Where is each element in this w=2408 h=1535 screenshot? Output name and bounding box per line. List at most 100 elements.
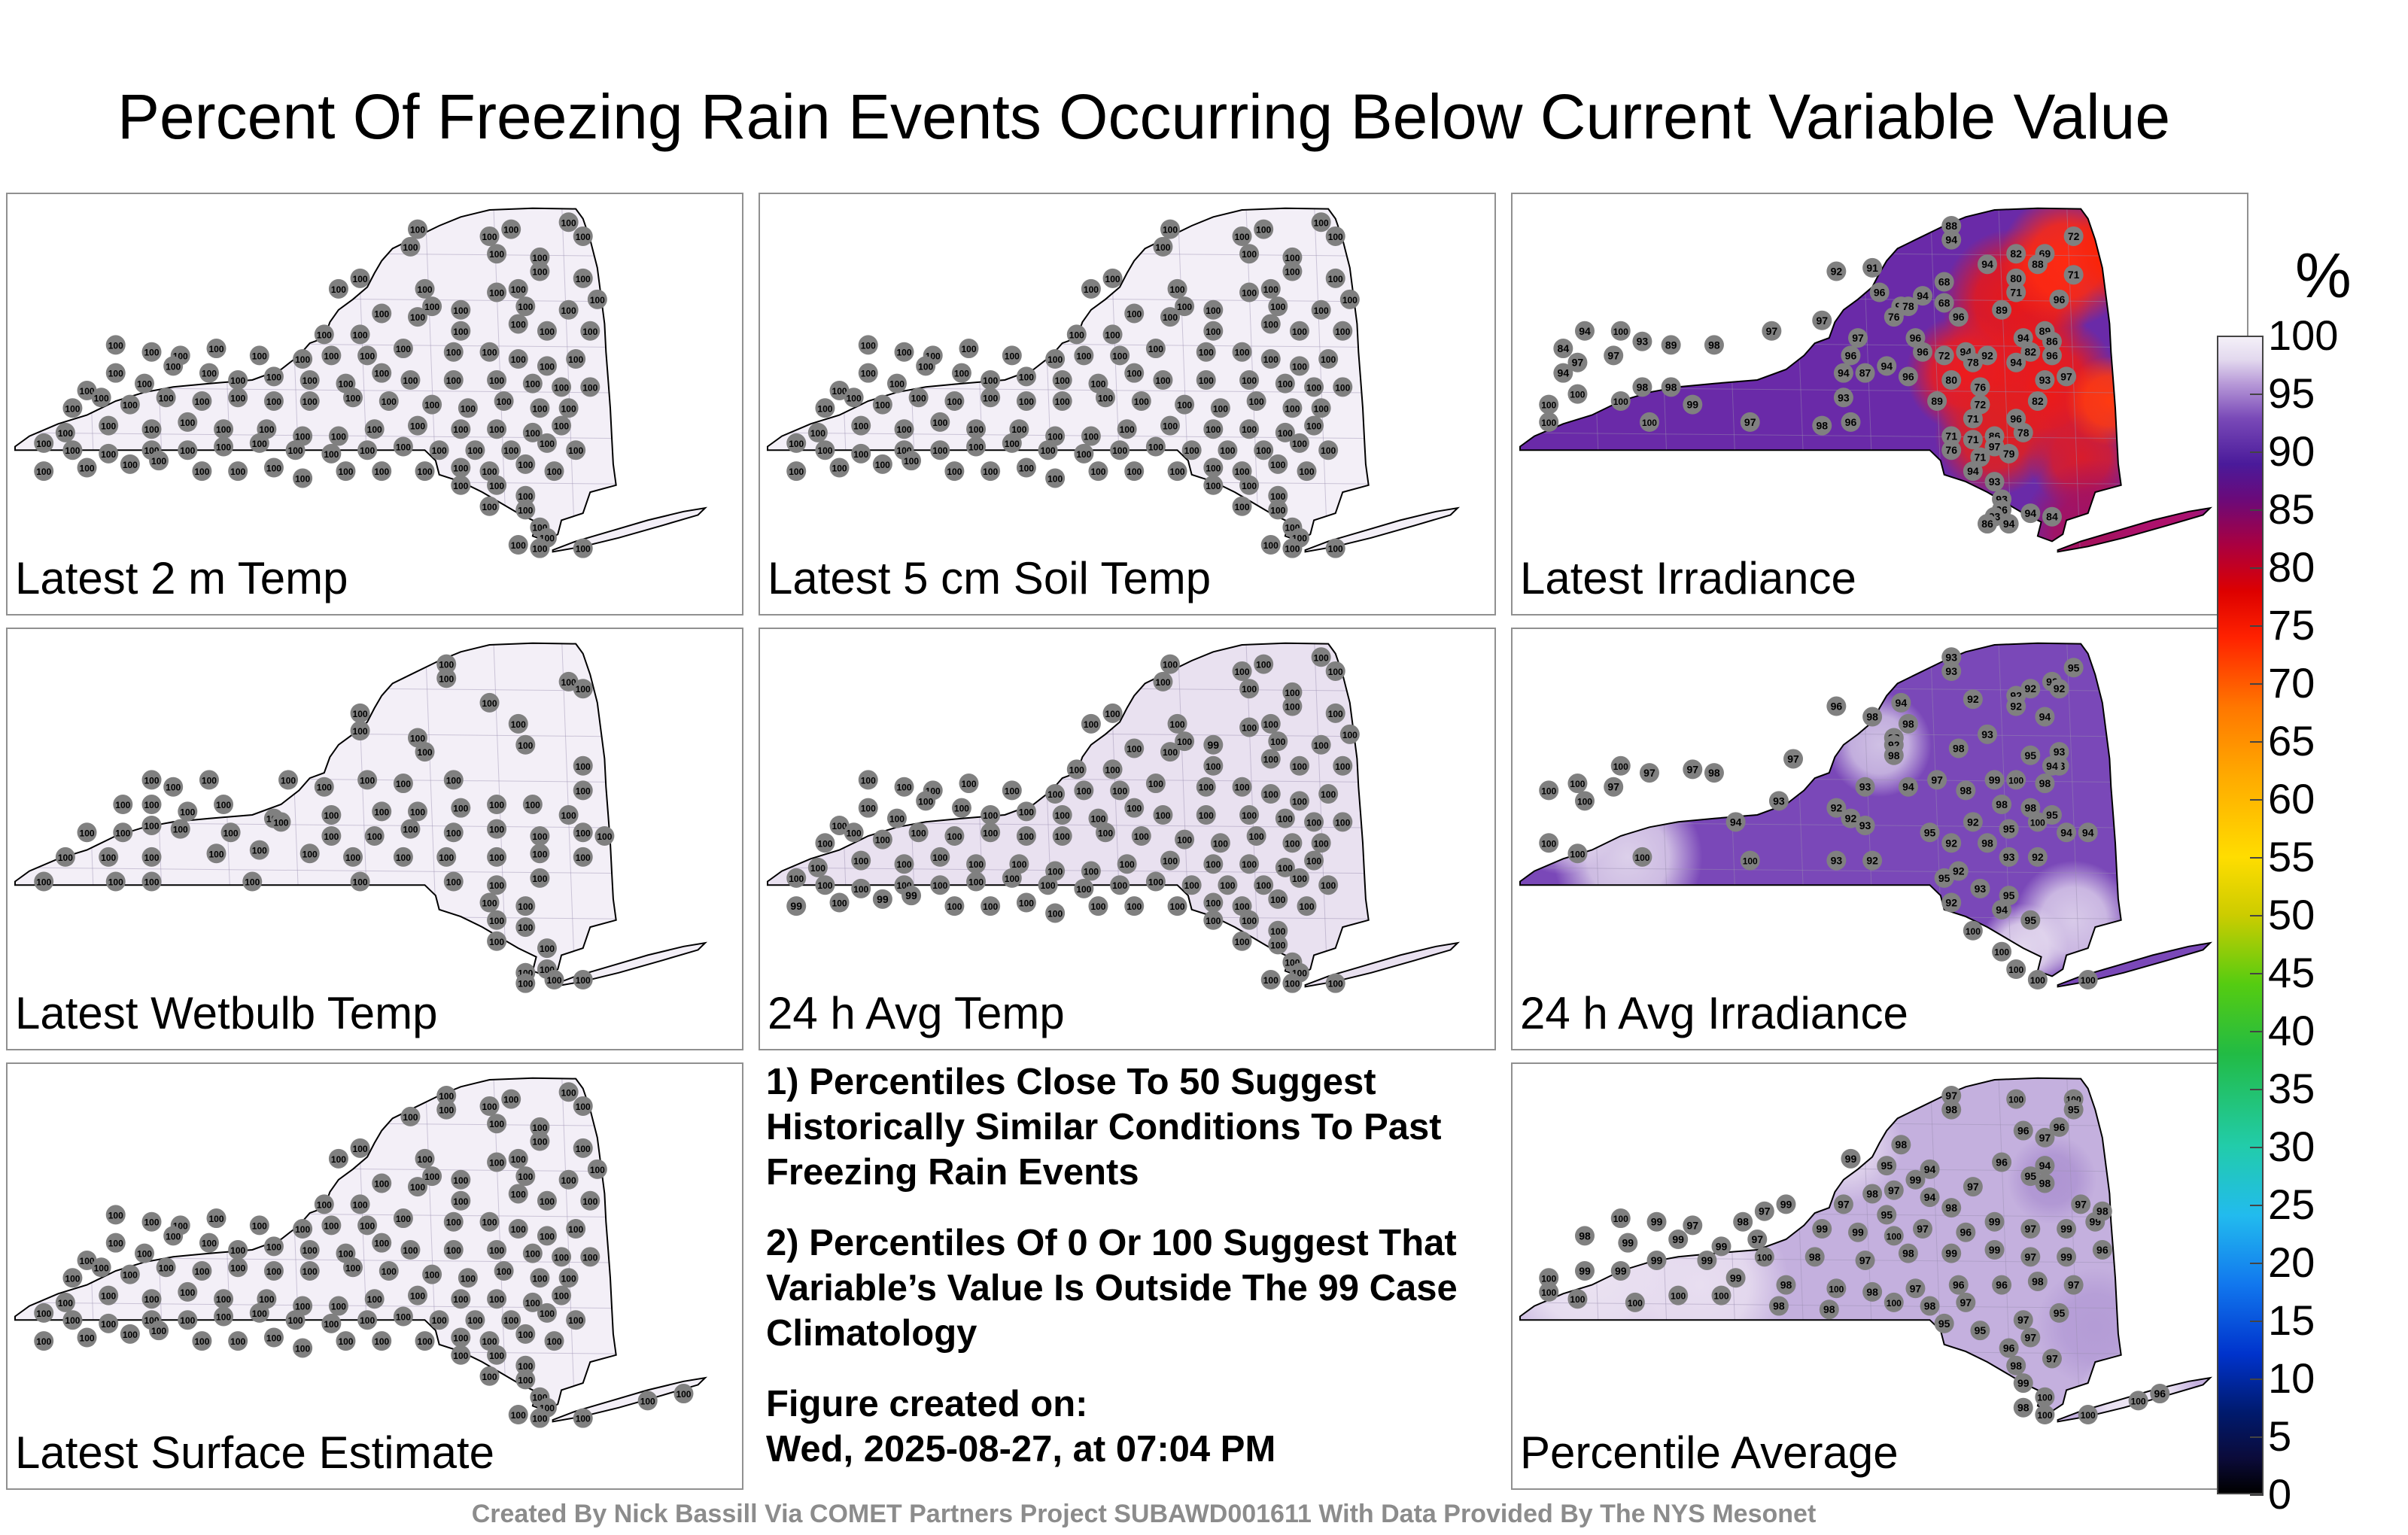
station-marker xyxy=(501,1310,521,1330)
station-marker xyxy=(465,440,485,460)
station-value: 100 xyxy=(961,779,976,789)
station-value: 100 xyxy=(1170,284,1185,295)
station-marker xyxy=(120,394,140,415)
station-marker xyxy=(487,282,507,302)
station-value: 98 xyxy=(1866,1286,1878,1298)
station-marker xyxy=(981,805,1001,825)
station-marker xyxy=(1697,1250,1717,1270)
station-marker xyxy=(364,419,385,439)
station-marker xyxy=(1992,299,2012,320)
station-value: 100 xyxy=(1206,898,1221,909)
station-marker xyxy=(1898,296,1918,317)
station-marker xyxy=(99,1285,119,1306)
station-value: 98 xyxy=(1809,1251,1821,1263)
state-outline xyxy=(1519,1077,2122,1412)
station-value: 100 xyxy=(1256,660,1271,670)
station-value: 100 xyxy=(259,1294,274,1305)
station-value: 100 xyxy=(123,1330,138,1340)
station-marker xyxy=(141,795,162,815)
station-value: 100 xyxy=(230,1336,245,1347)
station-marker xyxy=(415,461,435,482)
station-marker xyxy=(1618,1233,1638,1253)
station-value: 100 xyxy=(418,1336,433,1347)
station-marker xyxy=(1203,457,1224,478)
station-marker xyxy=(886,808,907,828)
station-marker xyxy=(1963,461,1983,482)
station-value: 100 xyxy=(80,464,95,474)
station-value: 100 xyxy=(1285,688,1300,698)
station-marker xyxy=(1110,875,1130,895)
station-value: 100 xyxy=(208,344,223,354)
station-value: 97 xyxy=(1960,1296,1972,1309)
station-value: 100 xyxy=(1242,249,1257,260)
colorbar-tick-label: 90 xyxy=(2268,427,2315,475)
station-value: 100 xyxy=(482,502,497,512)
station-value: 100 xyxy=(159,1263,174,1273)
station-value: 96 xyxy=(1960,1226,1972,1239)
station-value: 98 xyxy=(1866,711,1878,723)
station-value: 100 xyxy=(360,775,375,786)
colorbar-tick-mark xyxy=(2250,1321,2264,1322)
station-value: 71 xyxy=(1967,433,1979,445)
station-marker xyxy=(1984,1240,2005,1260)
station-value: 92 xyxy=(2010,701,2022,713)
station-marker xyxy=(1574,791,1595,811)
station-value: 100 xyxy=(482,1372,497,1382)
station-value: 100 xyxy=(446,1217,461,1228)
station-value: 100 xyxy=(1321,354,1336,365)
station-value: 100 xyxy=(1220,445,1235,456)
station-value: 100 xyxy=(353,1199,368,1210)
station-value: 100 xyxy=(918,361,933,372)
station-value: 100 xyxy=(1163,312,1178,323)
station-value: 100 xyxy=(1005,786,1020,796)
station-value: 100 xyxy=(1055,397,1070,407)
station-value: 100 xyxy=(1177,835,1192,846)
station-value: 71 xyxy=(1975,451,1987,464)
station-value: 100 xyxy=(489,1119,504,1129)
station-value: 92 xyxy=(2025,682,2037,695)
station-marker xyxy=(1884,1226,1904,1246)
station-marker xyxy=(1124,363,1145,383)
station-value: 100 xyxy=(65,1273,80,1284)
station-marker xyxy=(558,805,579,825)
station-value: 100 xyxy=(482,898,497,909)
station-marker xyxy=(2042,1348,2062,1369)
station-value: 100 xyxy=(374,1239,389,1249)
station-marker xyxy=(537,321,557,341)
station-marker xyxy=(530,843,550,864)
station-value: 100 xyxy=(1292,327,1307,337)
station-marker xyxy=(1002,868,1022,888)
station-value: 100 xyxy=(288,1315,303,1326)
station-value: 100 xyxy=(324,449,339,460)
station-marker xyxy=(1218,440,1238,460)
station-value: 100 xyxy=(568,1315,583,1326)
station-value: 100 xyxy=(295,1224,310,1235)
station-value: 100 xyxy=(1076,884,1091,895)
station-value: 100 xyxy=(180,1287,195,1298)
station-value: 100 xyxy=(252,1309,267,1319)
panel-percentile-average: 9798100100959697969899959496949599979894… xyxy=(1511,1062,2248,1490)
station-value: 89 xyxy=(1931,395,1943,407)
station-value: 100 xyxy=(453,424,468,435)
station-marker xyxy=(786,433,807,453)
station-marker xyxy=(415,1148,435,1169)
station-value: 100 xyxy=(432,1315,447,1326)
station-value: 100 xyxy=(166,783,181,793)
station-marker xyxy=(515,500,536,520)
station-value: 100 xyxy=(1335,817,1350,828)
station-value: 100 xyxy=(1019,831,1034,842)
station-marker xyxy=(2013,1120,2033,1141)
station-value: 100 xyxy=(403,375,418,386)
station-marker xyxy=(293,1219,313,1239)
station-marker xyxy=(2006,352,2026,372)
station-marker xyxy=(558,212,579,233)
station-marker xyxy=(966,871,987,892)
station-value: 100 xyxy=(540,1309,555,1319)
station-value: 95 xyxy=(2054,1307,2066,1319)
station-value: 100 xyxy=(482,698,497,709)
station-marker xyxy=(1841,345,1861,366)
station-value: 100 xyxy=(911,828,926,838)
station-value: 100 xyxy=(374,309,389,319)
station-value: 100 xyxy=(1263,284,1278,295)
station-marker xyxy=(214,1289,234,1309)
